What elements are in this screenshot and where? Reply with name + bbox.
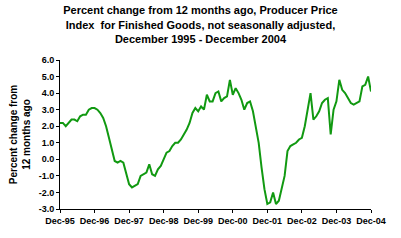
- svg-text:4.0: 4.0: [42, 88, 55, 98]
- svg-text:0.0: 0.0: [42, 154, 55, 164]
- svg-text:Dec-97: Dec-97: [114, 216, 144, 226]
- svg-text:Dec-01: Dec-01: [253, 216, 283, 226]
- svg-text:Dec-95: Dec-95: [45, 216, 75, 226]
- svg-text:Dec-04: Dec-04: [356, 216, 386, 226]
- svg-text:Dec-99: Dec-99: [183, 216, 213, 226]
- svg-text:Dec-96: Dec-96: [80, 216, 110, 226]
- svg-text:-1.0: -1.0: [39, 171, 55, 181]
- svg-text:6.0: 6.0: [42, 55, 55, 65]
- svg-text:1.0: 1.0: [42, 138, 55, 148]
- svg-text:Dec-00: Dec-00: [218, 216, 248, 226]
- svg-text:-3.0: -3.0: [39, 204, 55, 214]
- svg-text:Dec-98: Dec-98: [149, 216, 179, 226]
- svg-text:3.0: 3.0: [42, 105, 55, 115]
- svg-text:5.0: 5.0: [42, 72, 55, 82]
- svg-text:Percent change from 12 months: Percent change from 12 months ago, Produ…: [63, 4, 337, 45]
- svg-text:Percent change from12 months a: Percent change from12 months ago: [8, 85, 32, 185]
- svg-text:2.0: 2.0: [42, 121, 55, 131]
- svg-text:-2.0: -2.0: [39, 188, 55, 198]
- svg-text:Dec-03: Dec-03: [322, 216, 352, 226]
- svg-text:Dec-02: Dec-02: [287, 216, 317, 226]
